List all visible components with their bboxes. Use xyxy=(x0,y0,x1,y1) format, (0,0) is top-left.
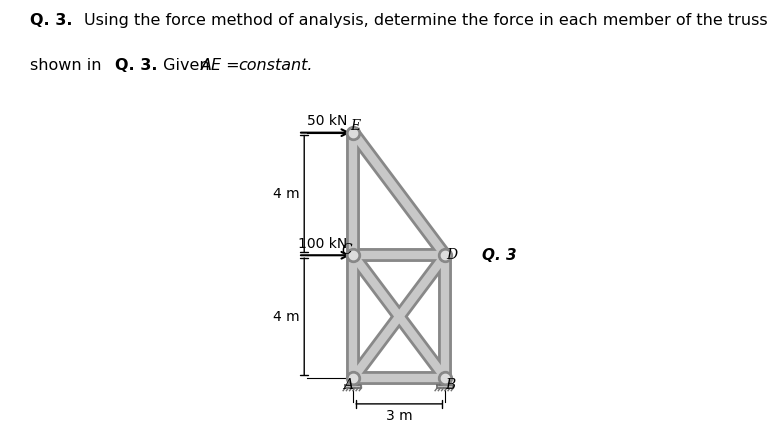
Text: 100 kN: 100 kN xyxy=(298,237,348,250)
Text: 50 kN: 50 kN xyxy=(308,114,348,128)
Text: shown in: shown in xyxy=(30,58,106,73)
Text: Q. 3.: Q. 3. xyxy=(115,58,158,73)
Text: 4 m: 4 m xyxy=(273,187,300,201)
Text: E: E xyxy=(350,119,361,133)
Polygon shape xyxy=(437,384,453,388)
Text: =: = xyxy=(221,58,246,73)
Text: constant.: constant. xyxy=(239,58,313,73)
Text: Using the force method of analysis, determine the force in each member of the tr: Using the force method of analysis, dete… xyxy=(84,13,768,28)
Polygon shape xyxy=(345,384,361,388)
Text: AE: AE xyxy=(201,58,222,73)
Text: Q. 3.: Q. 3. xyxy=(30,13,72,28)
Text: 4 m: 4 m xyxy=(273,310,300,323)
Text: C: C xyxy=(341,243,352,257)
Text: 3 m: 3 m xyxy=(386,409,413,423)
Text: A: A xyxy=(343,379,353,392)
Polygon shape xyxy=(348,378,359,384)
Text: B: B xyxy=(445,379,456,392)
Polygon shape xyxy=(440,378,451,384)
Text: D: D xyxy=(446,248,458,262)
Text: Given: Given xyxy=(158,58,214,73)
Text: Q. 3: Q. 3 xyxy=(482,248,517,263)
